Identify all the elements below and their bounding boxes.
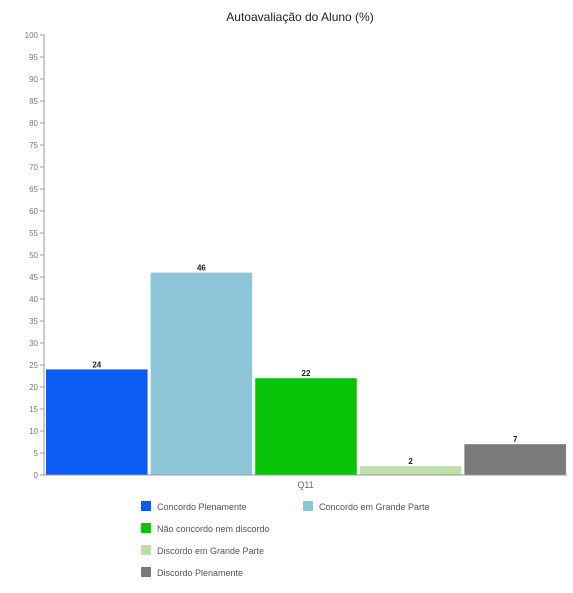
legend-label: Concordo Plenamente bbox=[157, 502, 247, 512]
y-tick-label: 75 bbox=[29, 141, 38, 150]
y-axis: 0 5 10 15 20 25 30 35 40 45 50 55 60 65 70 75 80 85 90 95 10… bbox=[25, 31, 45, 480]
x-category-label: Q11 bbox=[297, 480, 313, 490]
bar-data-label: 24 bbox=[92, 360, 101, 369]
y-tick-label: 100 bbox=[25, 31, 39, 40]
bar bbox=[150, 272, 253, 475]
y-tick-label: 90 bbox=[29, 75, 38, 84]
legend-label: Concordo em Grande Parte bbox=[319, 502, 430, 512]
x-axis: Q11 bbox=[44, 474, 567, 490]
y-tick-label: 70 bbox=[29, 163, 38, 172]
legend-label: Discordo Plenamente bbox=[157, 568, 243, 578]
legend-swatch bbox=[141, 545, 151, 555]
bar bbox=[46, 369, 148, 475]
bar bbox=[255, 378, 357, 475]
legend-swatch bbox=[303, 501, 313, 511]
y-tick-label: 45 bbox=[29, 273, 38, 282]
y-tick-label: 25 bbox=[29, 361, 38, 370]
legend-swatch bbox=[141, 523, 151, 533]
y-tick-label: 10 bbox=[29, 427, 38, 436]
y-tick-label: 30 bbox=[29, 339, 38, 348]
y-tick-label: 15 bbox=[29, 405, 38, 414]
y-tick-label: 0 bbox=[34, 471, 39, 480]
y-tick-label: 35 bbox=[29, 317, 38, 326]
y-tick-label: 65 bbox=[29, 185, 38, 194]
y-tick-label: 20 bbox=[29, 383, 38, 392]
y-tick-label: 85 bbox=[29, 97, 38, 106]
y-tick-label: 40 bbox=[29, 295, 38, 304]
y-tick-label: 5 bbox=[34, 449, 39, 458]
y-tick-label: 80 bbox=[29, 119, 38, 128]
legend-label: Discordo em Grande Parte bbox=[157, 546, 264, 556]
y-tick-label: 95 bbox=[29, 53, 38, 62]
chart-title: Autoavaliação do Aluno (%) bbox=[226, 10, 373, 24]
legend-label: Não concordo nem discordo bbox=[157, 524, 270, 534]
legend-swatch bbox=[141, 501, 151, 511]
y-tick-label: 55 bbox=[29, 229, 38, 238]
bar bbox=[464, 444, 566, 475]
y-tick-label: 50 bbox=[29, 251, 38, 260]
legend-swatch bbox=[141, 567, 151, 577]
bar-data-label: 22 bbox=[302, 369, 311, 378]
bar-data-label: 2 bbox=[408, 457, 413, 466]
bar bbox=[359, 466, 462, 475]
y-tick-label: 60 bbox=[29, 207, 38, 216]
bar-data-label: 46 bbox=[197, 264, 206, 273]
bar-data-label: 7 bbox=[513, 435, 518, 444]
legend: Concordo Plenamente Concordo em Grande Pa… bbox=[141, 501, 430, 578]
